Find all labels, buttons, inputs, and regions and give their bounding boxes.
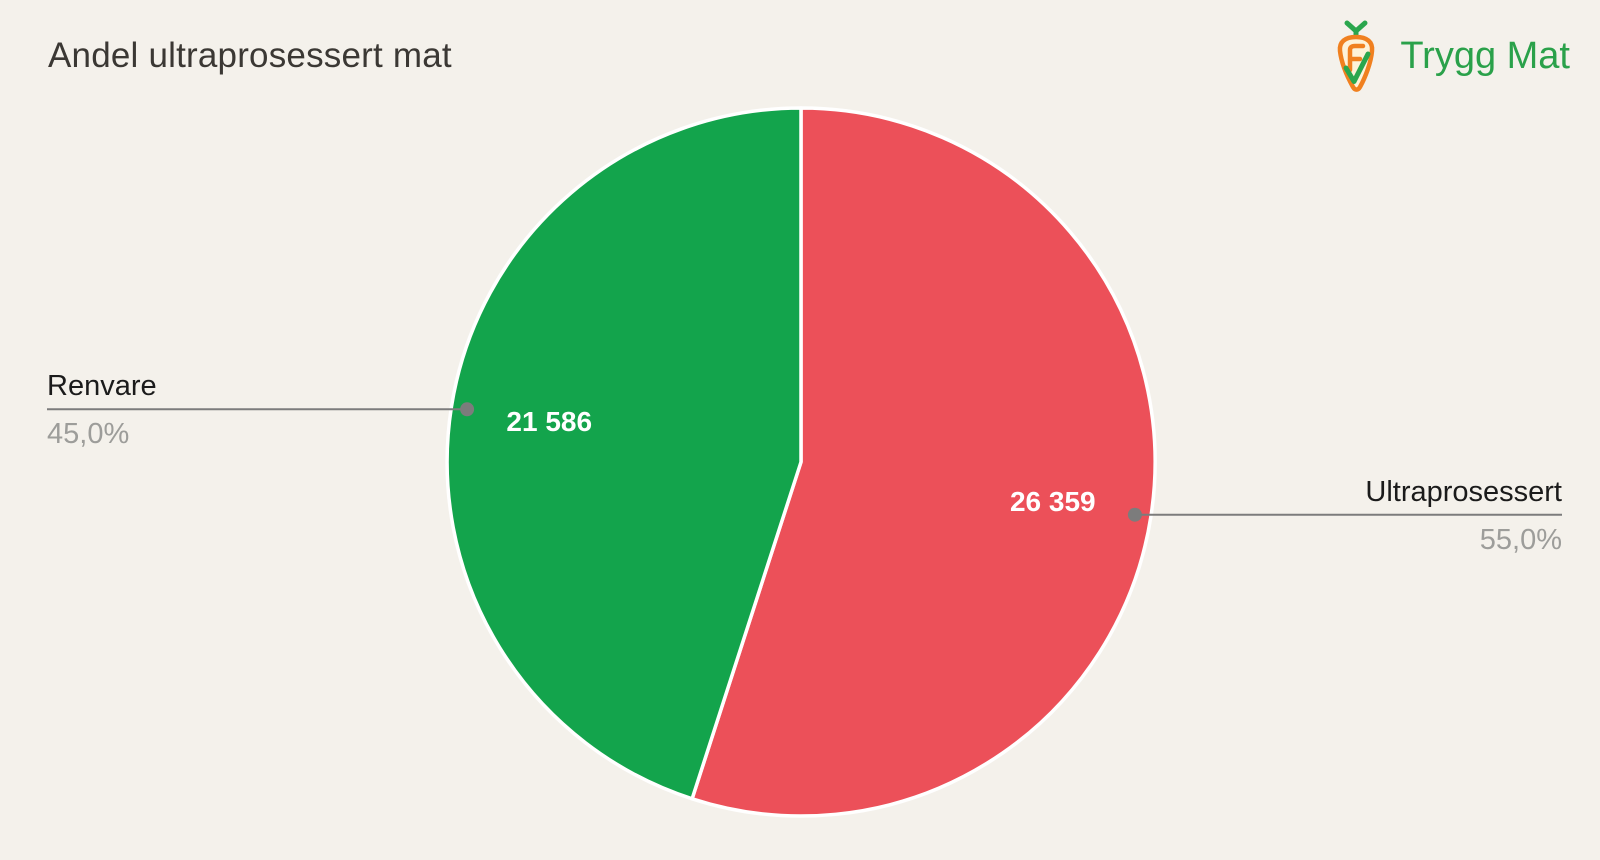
carrot-icon — [1338, 20, 1375, 92]
pie-slice-renvare[interactable] — [445, 106, 803, 801]
pie-slice-ultraprosessert[interactable] — [690, 106, 1157, 818]
brand-name: Trygg Mat — [1400, 34, 1570, 77]
chart-title: Andel ultraprosessert mat — [48, 36, 452, 75]
slice-percent-renvare: 45,0% — [47, 418, 130, 451]
slice-value-renvare: 21 586 — [506, 406, 593, 438]
brand-logo: Trygg Mat — [1327, 18, 1570, 94]
callout-dot-ultraprosessert — [1127, 507, 1142, 522]
slice-label-renvare: Renvare — [47, 370, 157, 403]
slice-label-ultraprosessert: Ultraprosessert — [1365, 475, 1562, 508]
callout-dot-renvare — [460, 402, 475, 417]
slice-percent-ultraprosessert: 55,0% — [1479, 523, 1562, 556]
slice-value-ultraprosessert: 26 359 — [1009, 485, 1096, 517]
